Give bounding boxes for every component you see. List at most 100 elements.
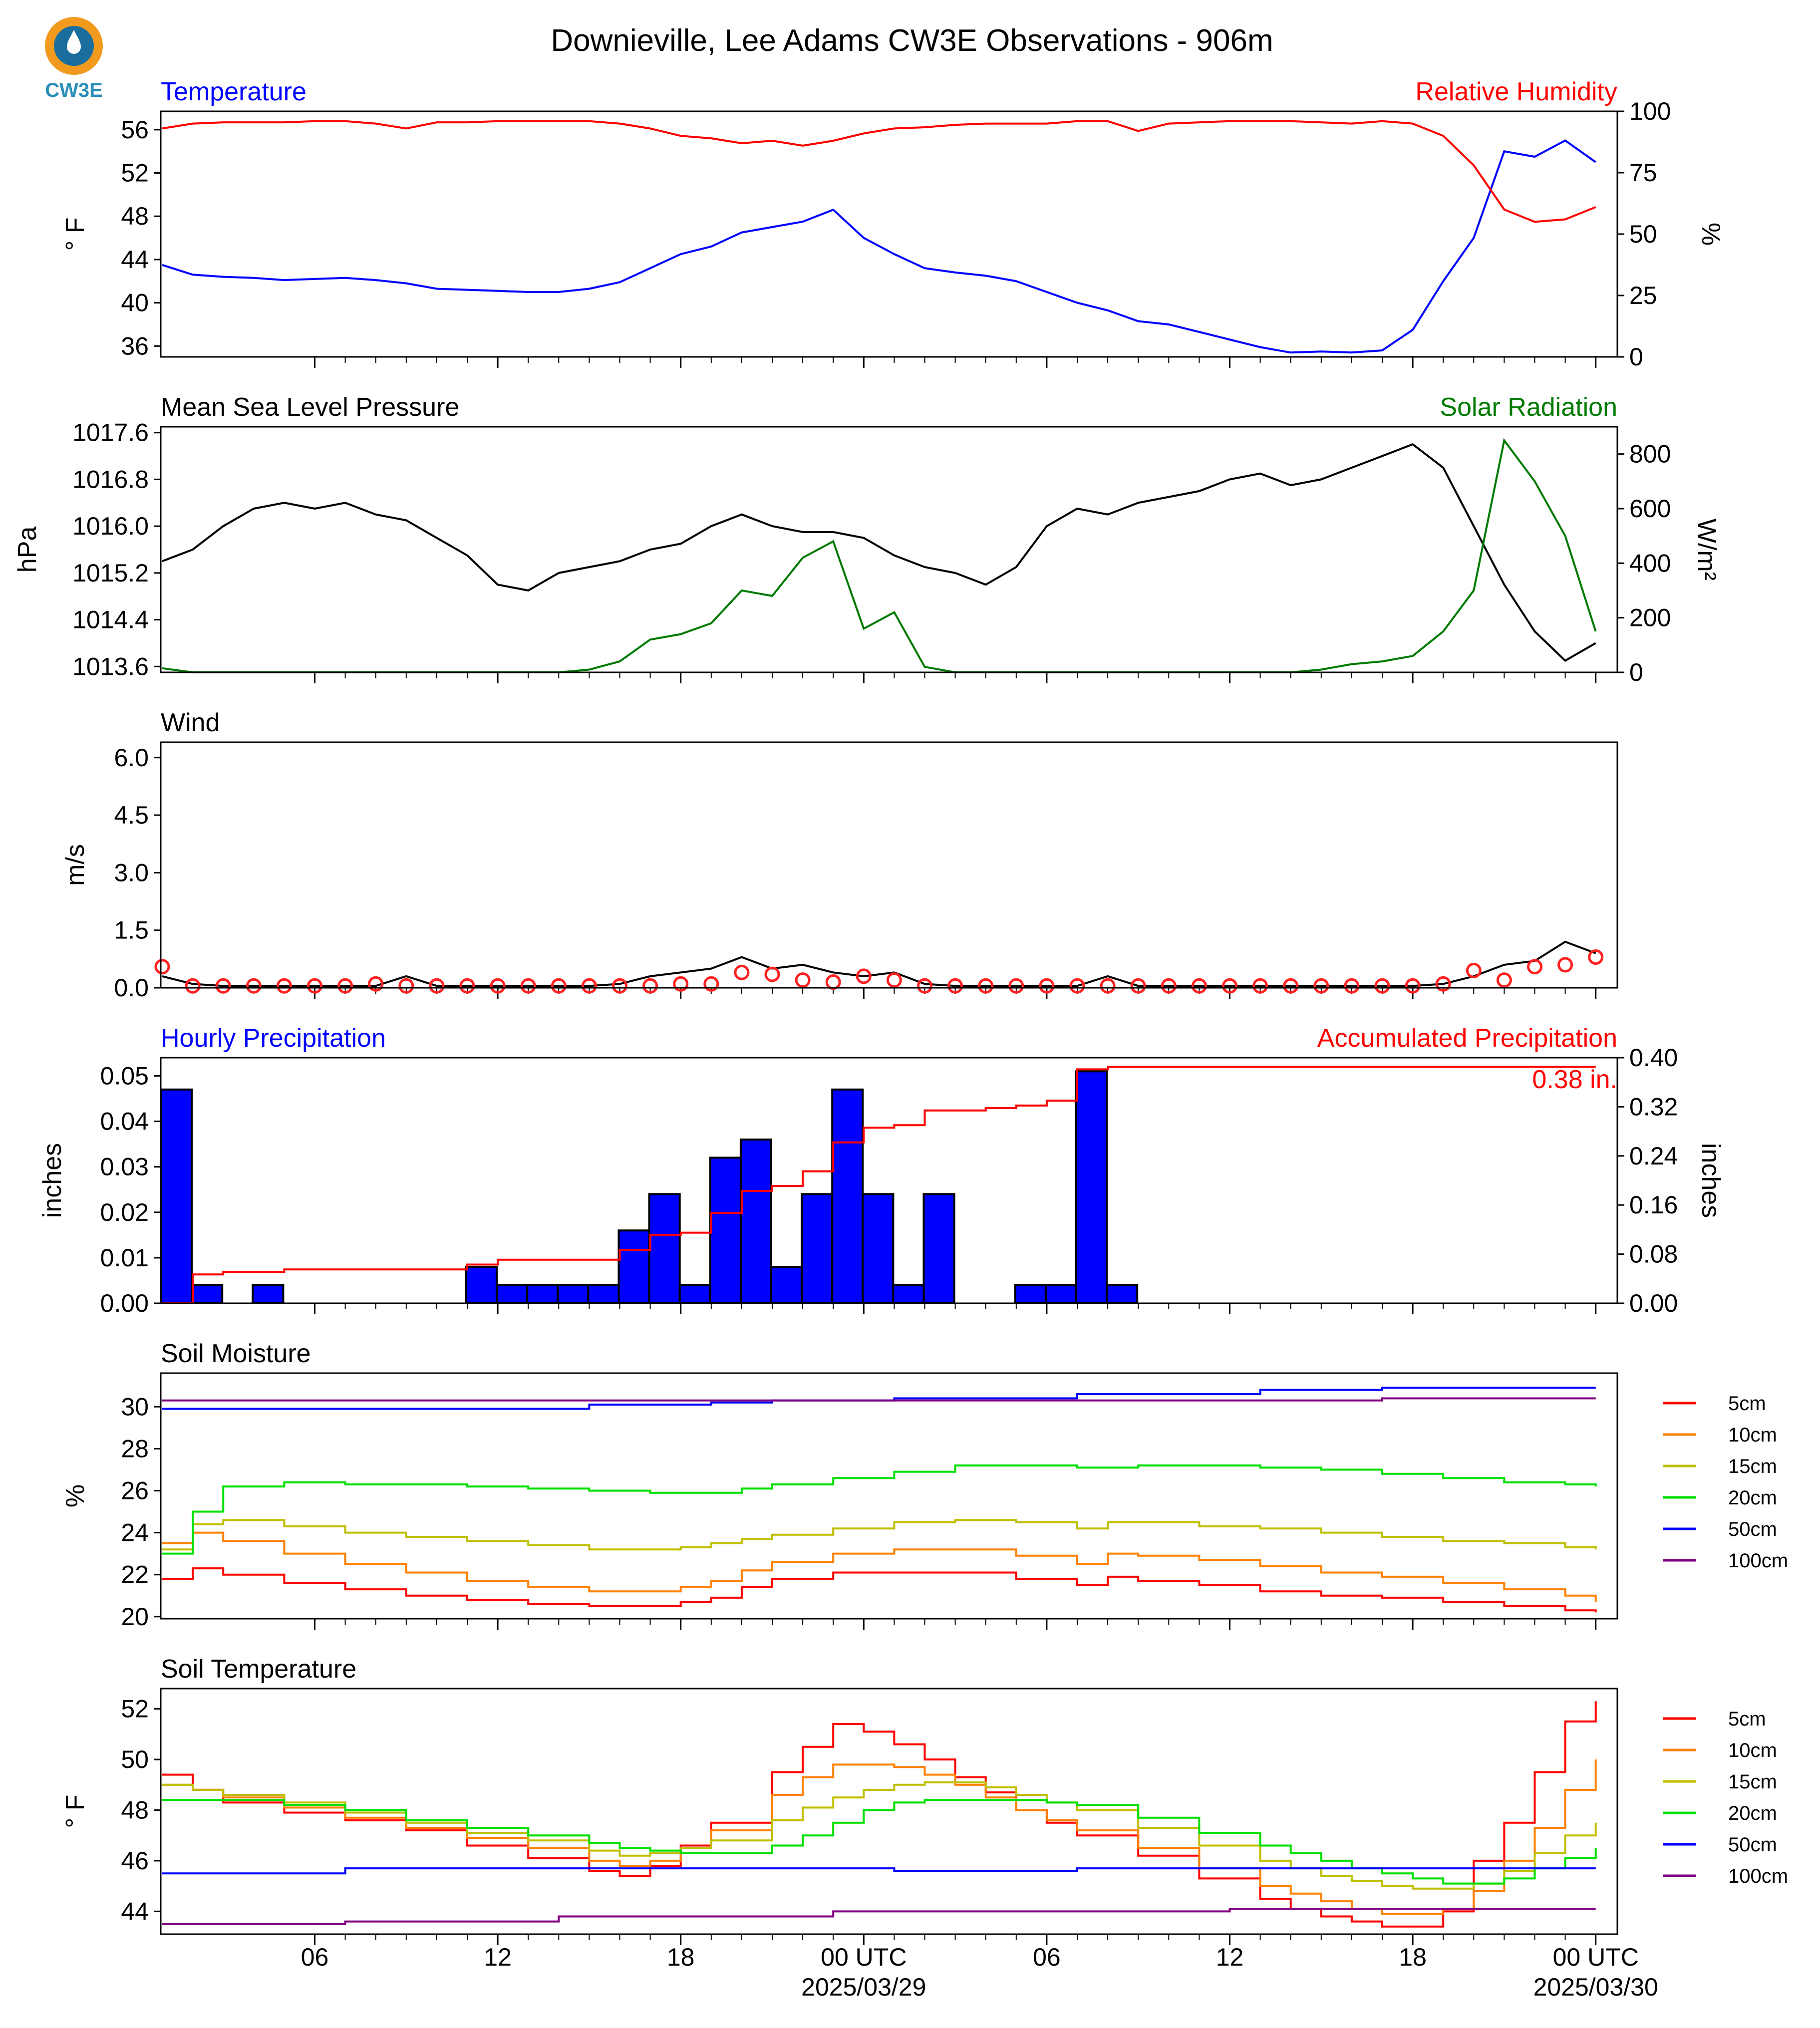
y-tick-label-wind: 0.0 bbox=[114, 974, 149, 1002]
wind-marker bbox=[490, 978, 506, 994]
wind-speed-line bbox=[162, 940, 1596, 987]
y2-tick-label-precip: 0.40 bbox=[1629, 1044, 1678, 1072]
wind-marker bbox=[581, 978, 597, 994]
y2-axis-label-precip: inches bbox=[1696, 1143, 1725, 1218]
legend-label: 50cm bbox=[1728, 1518, 1777, 1540]
figure-title: Downieville, Lee Adams CW3E Observations… bbox=[551, 23, 1273, 58]
series-line-mean-sea-level-pressure bbox=[162, 443, 1596, 662]
y-tick-label-precip: 0.03 bbox=[100, 1153, 149, 1181]
y-axis-label-wind: m/s bbox=[61, 844, 90, 886]
x-tick-label: 00 UTC bbox=[821, 1943, 907, 1971]
panel-right-title-press: Solar Radiation bbox=[1440, 393, 1617, 422]
y-tick-label-temp: 56 bbox=[121, 116, 149, 144]
y-tick-label-precip: 0.02 bbox=[100, 1198, 149, 1226]
precip-bar bbox=[862, 1193, 895, 1305]
wind-marker bbox=[1008, 978, 1024, 994]
precip-bar bbox=[801, 1193, 834, 1305]
wind-marker bbox=[1100, 978, 1116, 994]
y-tick-label-wind: 1.5 bbox=[114, 916, 149, 944]
precip-bar bbox=[191, 1284, 224, 1305]
accumulated-precip-line bbox=[162, 1066, 1596, 1304]
legend-label: 100cm bbox=[1728, 1550, 1788, 1572]
y2-tick-label-press: 600 bbox=[1629, 495, 1671, 523]
wind-marker bbox=[795, 972, 811, 988]
series-line-relative-humidity bbox=[162, 120, 1596, 223]
x-tick-label: 00 UTC bbox=[1553, 1943, 1639, 1971]
legend-label: 10cm bbox=[1728, 1739, 1777, 1761]
y-tick-label-soilm: 26 bbox=[121, 1476, 149, 1504]
panel-soilm: Soil Moisture 30 28 26 24 22 20% bbox=[61, 1339, 1618, 1631]
wind-marker bbox=[1405, 978, 1421, 994]
y2-tick-label-press: 0 bbox=[1629, 658, 1643, 686]
y2-tick-label-temp: 75 bbox=[1629, 159, 1657, 187]
x-tick-label: 06 bbox=[1033, 1943, 1061, 1971]
legend-label: 10cm bbox=[1728, 1424, 1777, 1446]
logo-text: CW3E bbox=[45, 79, 103, 101]
wind-marker bbox=[1039, 978, 1055, 994]
y2-tick-label-press: 800 bbox=[1629, 440, 1671, 468]
panel-title-precip: Hourly Precipitation bbox=[161, 1024, 386, 1053]
panel-frame-temp bbox=[160, 110, 1618, 358]
panel-right-title-temp: Relative Humidity bbox=[1415, 77, 1617, 106]
y2-tick-label-temp: 100 bbox=[1629, 97, 1671, 125]
logo-drop-icon bbox=[67, 30, 81, 54]
y-tick-label-temp: 40 bbox=[121, 289, 149, 317]
precip-bar bbox=[739, 1139, 773, 1304]
wind-marker bbox=[520, 978, 536, 994]
wind-marker bbox=[1466, 962, 1482, 978]
series-line-10cm bbox=[162, 1759, 1597, 1915]
y-tick-label-press: 1016.8 bbox=[72, 465, 149, 493]
series-line-100cm bbox=[162, 1397, 1596, 1402]
precip-bar bbox=[892, 1284, 925, 1305]
panel-frame-wind bbox=[160, 741, 1618, 989]
wind-marker bbox=[947, 978, 963, 994]
x-date-label: 2025/03/30 bbox=[1533, 1973, 1658, 2001]
wind-marker bbox=[1252, 978, 1268, 994]
precip-bar bbox=[1075, 1070, 1108, 1305]
wind-marker bbox=[185, 978, 201, 994]
series-line-5cm bbox=[162, 1567, 1597, 1613]
legends: 5cm10cm15cm20cm50cm100cm5cm10cm15cm20cm5… bbox=[1663, 1393, 1788, 1887]
y-axis-label-press: hPa bbox=[13, 527, 42, 573]
panel-temp: Temperature Relative Humidity 56 52 48 44 40 36… bbox=[61, 77, 1725, 371]
wind-marker bbox=[429, 978, 445, 994]
x-tick-label: 12 bbox=[484, 1943, 512, 1971]
x-tick-label: 12 bbox=[1216, 1943, 1244, 1971]
series-line-50cm bbox=[162, 1387, 1596, 1410]
precip-bar bbox=[770, 1266, 803, 1305]
precip-bar bbox=[465, 1266, 498, 1305]
x-tick-label: 06 bbox=[301, 1943, 329, 1971]
y-tick-label-precip: 0.05 bbox=[100, 1062, 149, 1090]
precip-bar bbox=[617, 1229, 650, 1304]
x-date-label: 2025/03/29 bbox=[801, 1973, 926, 2001]
y2-tick-label-precip: 0.24 bbox=[1629, 1142, 1678, 1170]
y-tick-label-wind: 3.0 bbox=[114, 859, 149, 886]
legend-label: 50cm bbox=[1728, 1834, 1777, 1856]
precip-bar bbox=[160, 1088, 193, 1305]
series-line-15cm bbox=[162, 1781, 1597, 1890]
legend-label: 15cm bbox=[1728, 1455, 1777, 1477]
wind-marker bbox=[978, 978, 994, 994]
panel-title-soilt: Soil Temperature bbox=[161, 1655, 356, 1684]
wind-marker bbox=[886, 972, 902, 988]
panel-title-wind: Wind bbox=[161, 708, 220, 737]
wind-marker bbox=[1313, 978, 1329, 994]
legend-label: 5cm bbox=[1728, 1708, 1766, 1730]
y2-tick-label-press: 400 bbox=[1629, 549, 1671, 577]
legend-label: 20cm bbox=[1728, 1487, 1777, 1509]
wind-marker bbox=[642, 978, 658, 994]
y-tick-label-soilm: 24 bbox=[121, 1519, 149, 1547]
panel-frame-soilm bbox=[160, 1372, 1618, 1620]
precip-bar bbox=[526, 1284, 559, 1305]
panel-press: Mean Sea Level Pressure Solar Radiation 10… bbox=[13, 393, 1721, 686]
y-tick-label-press: 1013.6 bbox=[72, 652, 149, 680]
wind-marker bbox=[1527, 959, 1542, 975]
wind-marker bbox=[459, 978, 475, 994]
series-line-10cm bbox=[162, 1531, 1597, 1602]
y2-tick-label-temp: 0 bbox=[1629, 343, 1643, 371]
y-tick-label-press: 1014.4 bbox=[72, 606, 149, 634]
series-line-50cm bbox=[162, 1867, 1596, 1875]
wind-marker bbox=[368, 976, 384, 992]
wind-marker bbox=[1222, 978, 1237, 994]
wind-marker bbox=[1161, 978, 1177, 994]
